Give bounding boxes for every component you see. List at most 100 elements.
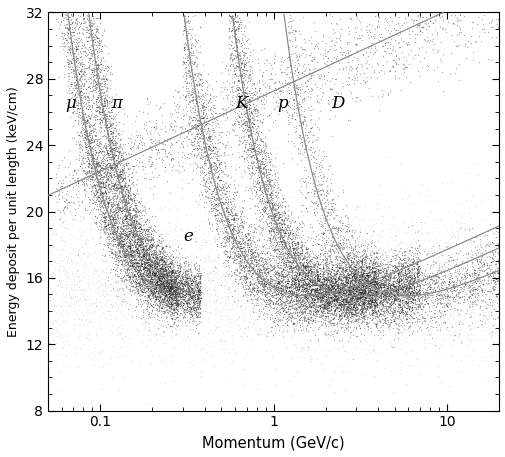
Point: [293, 68, 301, 75]
Point: [118, 324, 126, 332]
Point: [206, 226, 214, 234]
Point: [166, 298, 174, 305]
Point: [297, 283, 306, 290]
Point: [318, 292, 326, 299]
Point: [329, 242, 337, 249]
Point: [261, 178, 269, 185]
Point: [253, 179, 261, 186]
Point: [220, 191, 228, 198]
Point: [295, 251, 303, 259]
Point: [342, 288, 350, 295]
Point: [126, 235, 134, 243]
Point: [112, 206, 120, 213]
Point: [235, 275, 243, 282]
Point: [172, 286, 180, 293]
Point: [343, 259, 351, 266]
Point: [322, 275, 330, 282]
Point: [425, 280, 433, 287]
Point: [176, 283, 184, 290]
Point: [53, 281, 61, 288]
Point: [369, 301, 377, 308]
Point: [247, 285, 256, 292]
Point: [193, 329, 201, 336]
Point: [222, 280, 230, 287]
Point: [178, 301, 186, 308]
Point: [97, 203, 106, 211]
Point: [339, 224, 347, 232]
Point: [338, 238, 346, 245]
Point: [244, 19, 252, 26]
Point: [186, 308, 194, 315]
Point: [283, 271, 291, 279]
Point: [159, 246, 167, 253]
Point: [194, 311, 202, 318]
Point: [130, 162, 138, 170]
Point: [318, 221, 326, 228]
Point: [236, 270, 244, 277]
Point: [284, 54, 292, 61]
Point: [246, 131, 254, 138]
Point: [355, 282, 363, 289]
Point: [77, 100, 85, 107]
Point: [110, 161, 118, 168]
Point: [124, 206, 132, 213]
Point: [265, 285, 273, 292]
Point: [132, 246, 140, 253]
Point: [299, 277, 308, 284]
Point: [219, 199, 227, 206]
Point: [258, 283, 266, 290]
Point: [81, 123, 89, 130]
Point: [428, 316, 436, 324]
Point: [418, 303, 426, 310]
Point: [244, 96, 252, 103]
Point: [342, 244, 350, 251]
Point: [154, 266, 162, 274]
Point: [309, 287, 317, 294]
Point: [381, 306, 389, 314]
Point: [126, 261, 134, 269]
Point: [417, 305, 425, 312]
Point: [91, 79, 99, 86]
Point: [193, 290, 201, 298]
Point: [118, 204, 126, 212]
Point: [259, 309, 267, 316]
Point: [345, 290, 353, 298]
Point: [192, 322, 200, 329]
Point: [152, 287, 160, 295]
Point: [349, 271, 357, 278]
Point: [116, 236, 124, 243]
Point: [330, 278, 338, 285]
Point: [175, 278, 183, 285]
Point: [252, 250, 260, 258]
Point: [291, 27, 299, 34]
Point: [145, 277, 154, 285]
Point: [490, 284, 498, 291]
Point: [228, 211, 236, 218]
Point: [422, 37, 430, 45]
Point: [319, 228, 327, 236]
Point: [369, 260, 377, 267]
Point: [266, 190, 274, 197]
Point: [310, 244, 318, 252]
Point: [116, 183, 124, 190]
Point: [84, 119, 92, 126]
Point: [392, 263, 400, 271]
Point: [238, 125, 246, 132]
Point: [254, 269, 262, 276]
Point: [389, 273, 397, 281]
Point: [281, 223, 289, 231]
Point: [395, 285, 403, 292]
Point: [170, 289, 178, 296]
Point: [383, 282, 391, 289]
Point: [83, 136, 91, 143]
Point: [114, 130, 122, 138]
Point: [283, 87, 291, 94]
Point: [308, 310, 316, 317]
Point: [416, 339, 424, 346]
Point: [259, 263, 267, 270]
Point: [339, 303, 347, 310]
Point: [323, 284, 331, 291]
Point: [159, 291, 167, 298]
Point: [55, 330, 63, 338]
Point: [373, 272, 381, 280]
